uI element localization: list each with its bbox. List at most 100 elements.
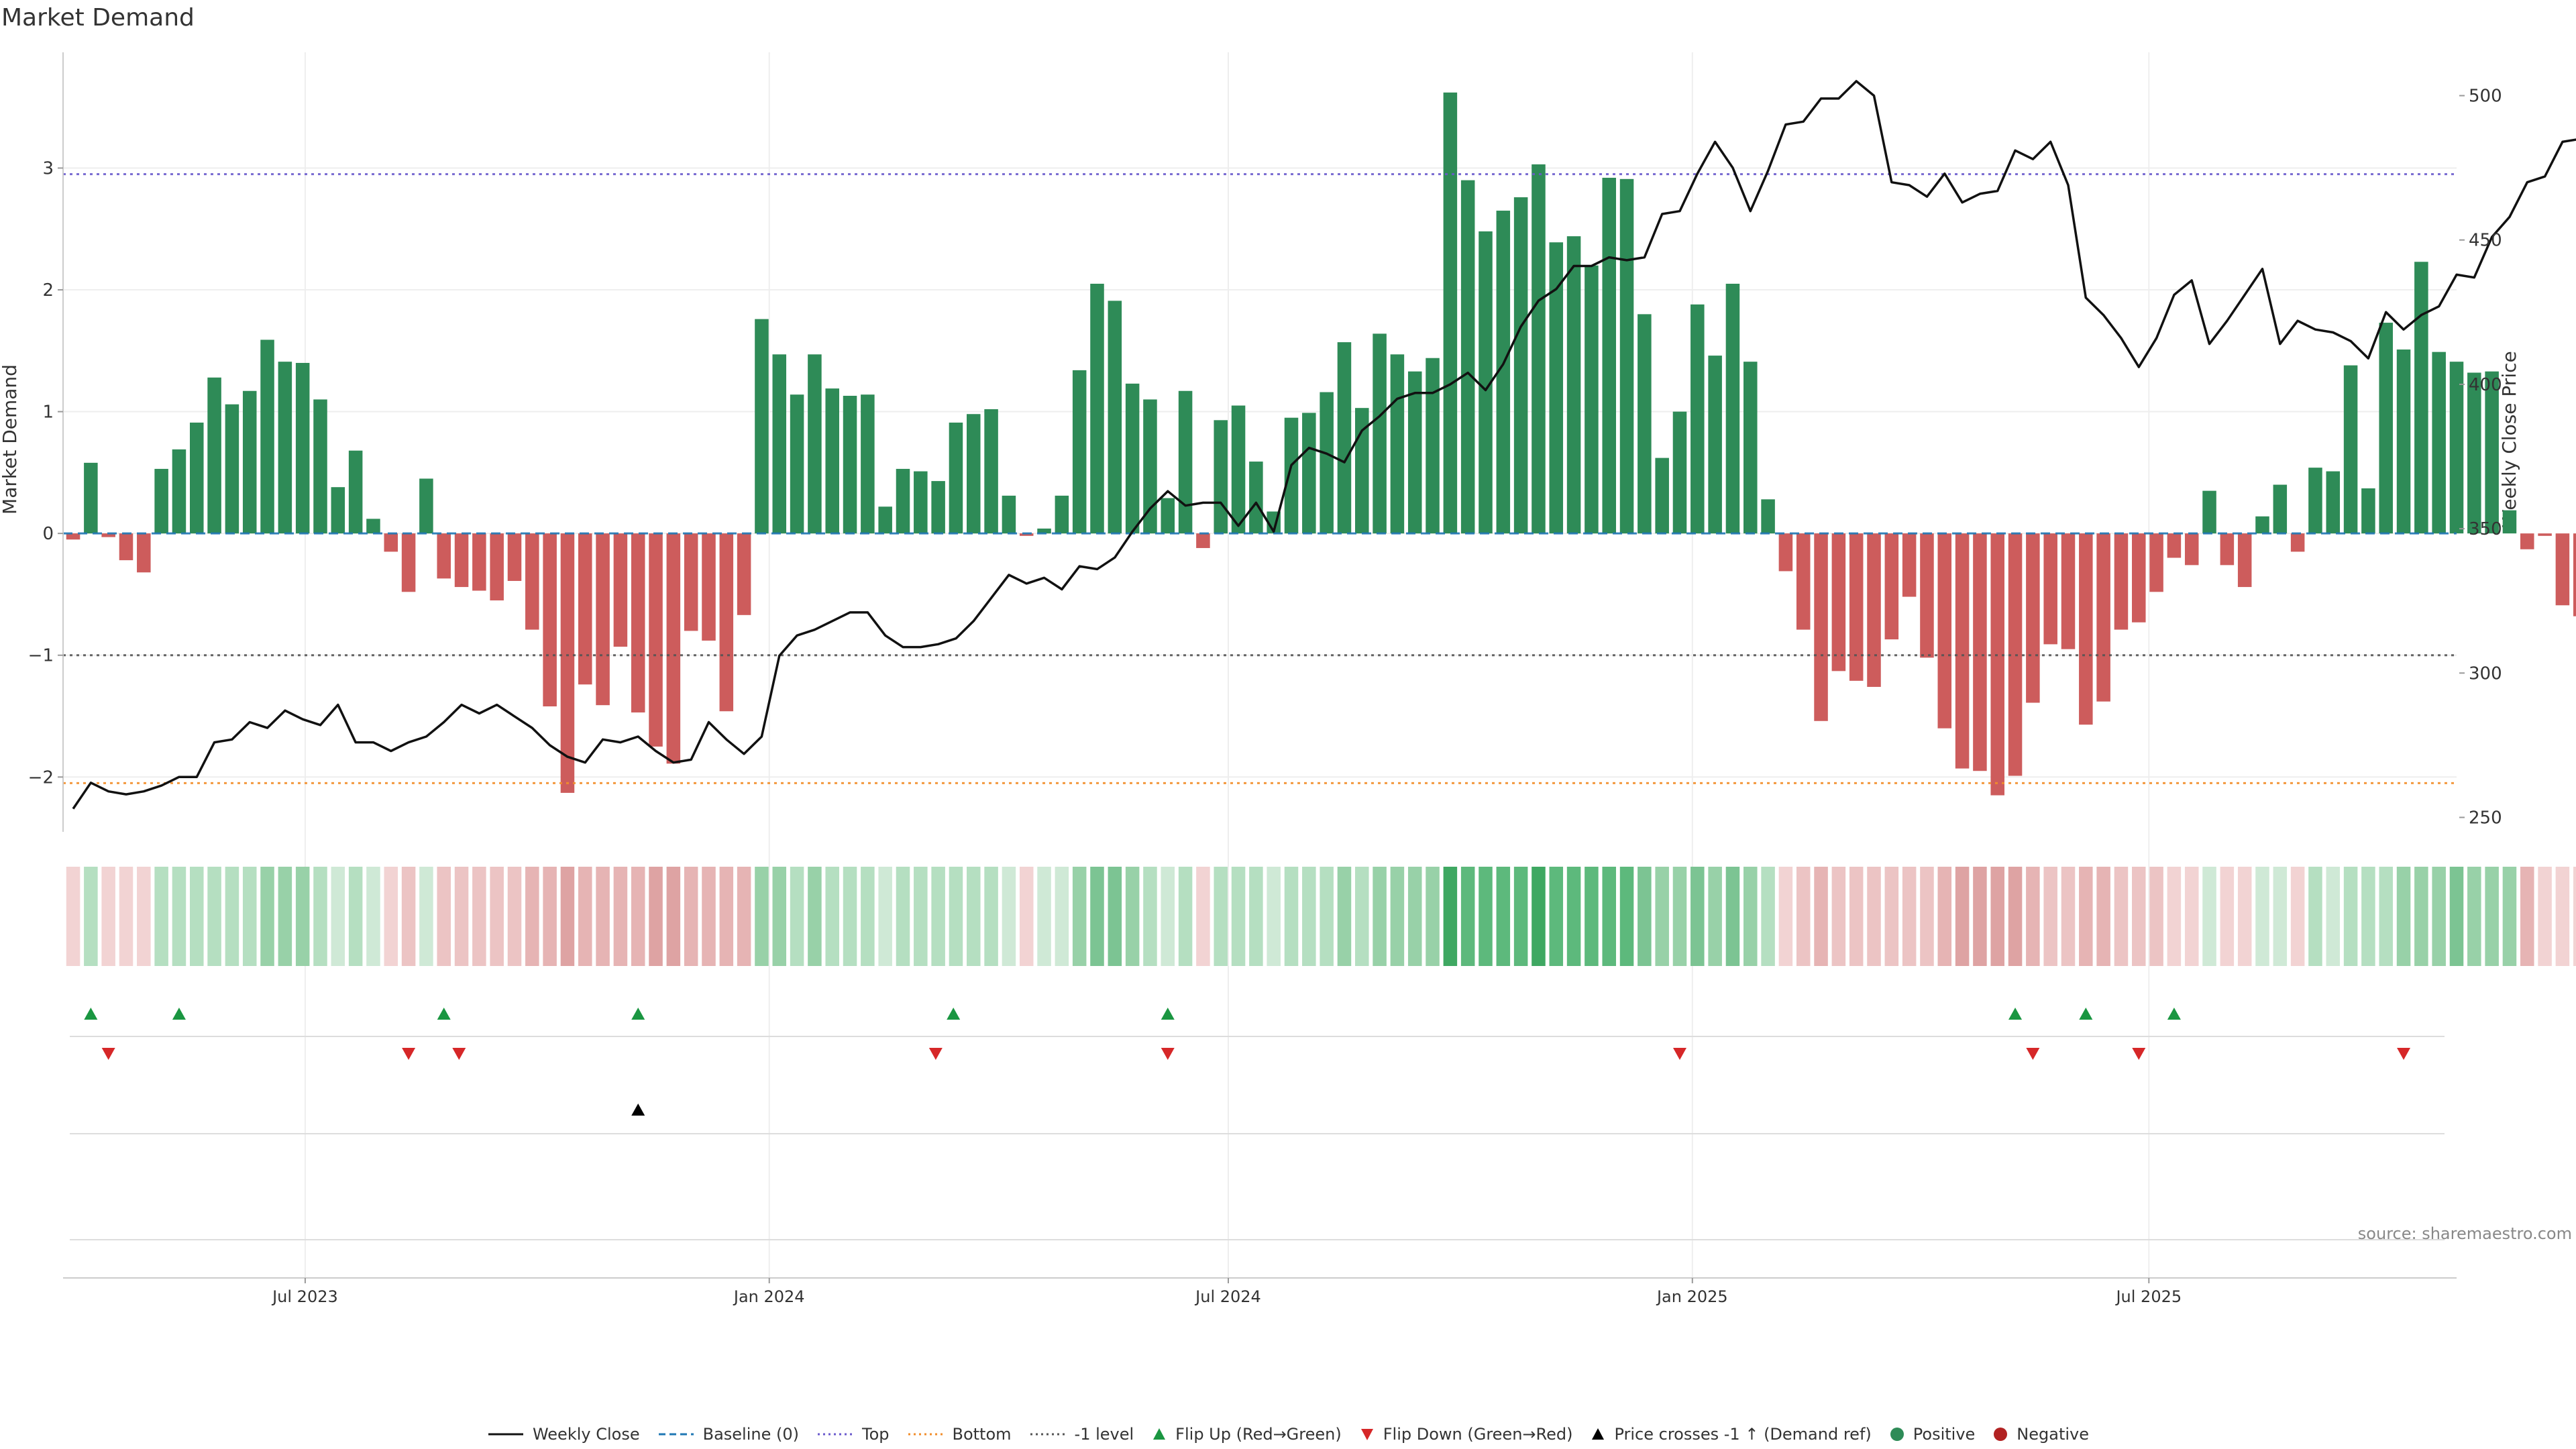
- strip-cell: [1196, 867, 1210, 966]
- demand-bar: [1920, 533, 1934, 658]
- strip-cell: [348, 867, 363, 966]
- demand-bar: [1496, 211, 1511, 534]
- demand-bar: [543, 533, 557, 706]
- strip-cell: [631, 867, 645, 966]
- demand-bar: [1407, 371, 1422, 534]
- demand-bar: [1479, 231, 1493, 534]
- event-markers: [70, 1008, 2445, 1240]
- demand-bar: [1814, 533, 1828, 721]
- demand-bar: [1690, 304, 1705, 534]
- strip-cell: [1178, 867, 1193, 966]
- strip-cell: [1655, 867, 1669, 966]
- demand-bar: [790, 394, 804, 534]
- demand-bar: [1090, 283, 1104, 534]
- strip-cell: [1778, 867, 1793, 966]
- y-tick-label: 2: [42, 280, 54, 301]
- strip-cell: [490, 867, 504, 966]
- flip-up-marker: [631, 1008, 645, 1020]
- demand-bar: [2467, 372, 2481, 534]
- strip-cell: [2255, 867, 2269, 966]
- strip-cell: [1902, 867, 1917, 966]
- demand-bar: [1231, 405, 1246, 534]
- strip-cell: [560, 867, 575, 966]
- strip-cell: [1920, 867, 1934, 966]
- strip-cell: [1814, 867, 1828, 966]
- strip-cell: [507, 867, 522, 966]
- strip-cell: [1090, 867, 1104, 966]
- demand-bar: [1019, 533, 1034, 536]
- legend-item: Top: [816, 1425, 890, 1444]
- y-tick-label: −1: [28, 646, 54, 666]
- strip-cell: [825, 867, 839, 966]
- flip-down-marker: [452, 1048, 466, 1060]
- legend-item: Positive: [1889, 1425, 1975, 1444]
- strip-cell: [1302, 867, 1316, 966]
- axes-layer: −2 −1 0 1 2 3 250 300 350 400 450 500 Jul 2023 Jan 20…: [28, 52, 2502, 1306]
- demand-bar: [384, 533, 398, 552]
- strip-cell: [172, 867, 186, 966]
- strip-cell: [2379, 867, 2393, 966]
- strip-cell: [1990, 867, 2004, 966]
- demand-bar: [2485, 371, 2499, 534]
- demand-bar: [896, 468, 910, 534]
- strip-cell: [2414, 867, 2428, 966]
- flip-up-marker: [437, 1008, 451, 1020]
- demand-bars: [63, 92, 2576, 796]
- demand-bar: [1249, 462, 1263, 534]
- strip-cell: [2538, 867, 2552, 966]
- demand-bar: [1849, 533, 1864, 681]
- demand-bar: [1672, 411, 1687, 534]
- demand-intensity-strip: [66, 867, 2576, 966]
- demand-bar: [1937, 533, 1952, 729]
- flip-down-marker: [1161, 1048, 1175, 1060]
- demand-bar: [1055, 495, 1069, 534]
- demand-bar: [1638, 314, 1652, 534]
- demand-bar: [1390, 354, 1405, 534]
- demand-bar: [1426, 358, 1440, 534]
- demand-bar: [2202, 490, 2216, 534]
- strip-cell: [613, 867, 628, 966]
- demand-bar: [684, 533, 698, 631]
- demand-bar: [2361, 488, 2375, 534]
- strip-cell: [1267, 867, 1281, 966]
- y-tick-label: 1: [42, 402, 54, 423]
- demand-bar: [225, 404, 239, 534]
- strip-cell: [1037, 867, 1051, 966]
- legend-item: Baseline (0): [657, 1425, 799, 1444]
- triangle-up-icon: [1153, 1428, 1166, 1440]
- x-tick-label: Jul 2025: [2114, 1287, 2182, 1306]
- strip-cell: [207, 867, 221, 966]
- demand-bar: [101, 533, 115, 537]
- strip-cell: [1619, 867, 1634, 966]
- flip-up-marker: [84, 1008, 98, 1020]
- y2-tick-label: 500: [2469, 87, 2502, 107]
- strip-cell: [2326, 867, 2341, 966]
- legend-label: -1 level: [1074, 1425, 1134, 1444]
- weekly-close-line: [72, 80, 2576, 810]
- demand-bar: [2114, 533, 2129, 630]
- demand-bar: [490, 533, 504, 601]
- strip-cell: [2520, 867, 2534, 966]
- demand-bar: [66, 533, 80, 540]
- demand-bar: [1143, 399, 1157, 534]
- demand-bar: [631, 533, 645, 713]
- demand-bar: [1743, 362, 1758, 534]
- demand-bar: [2061, 533, 2076, 649]
- legend-item: Bottom: [907, 1425, 1012, 1444]
- strip-cell: [755, 867, 769, 966]
- demand-bar: [84, 462, 98, 534]
- demand-bar: [278, 362, 292, 534]
- strip-cell: [331, 867, 345, 966]
- strip-cell: [2485, 867, 2499, 966]
- strip-cell: [260, 867, 274, 966]
- strip-cell: [525, 867, 539, 966]
- strip-cell: [684, 867, 698, 966]
- triangle-down-icon: [1360, 1429, 1373, 1440]
- legend-triangle-swatch: [1360, 1429, 1373, 1440]
- demand-bar: [666, 533, 681, 764]
- strip-cell: [1672, 867, 1687, 966]
- strip-cell: [2026, 867, 2040, 966]
- demand-bar: [1373, 333, 1387, 534]
- source-note: source: sharemaestro.com: [2358, 1224, 2572, 1243]
- demand-bar: [1125, 383, 1140, 534]
